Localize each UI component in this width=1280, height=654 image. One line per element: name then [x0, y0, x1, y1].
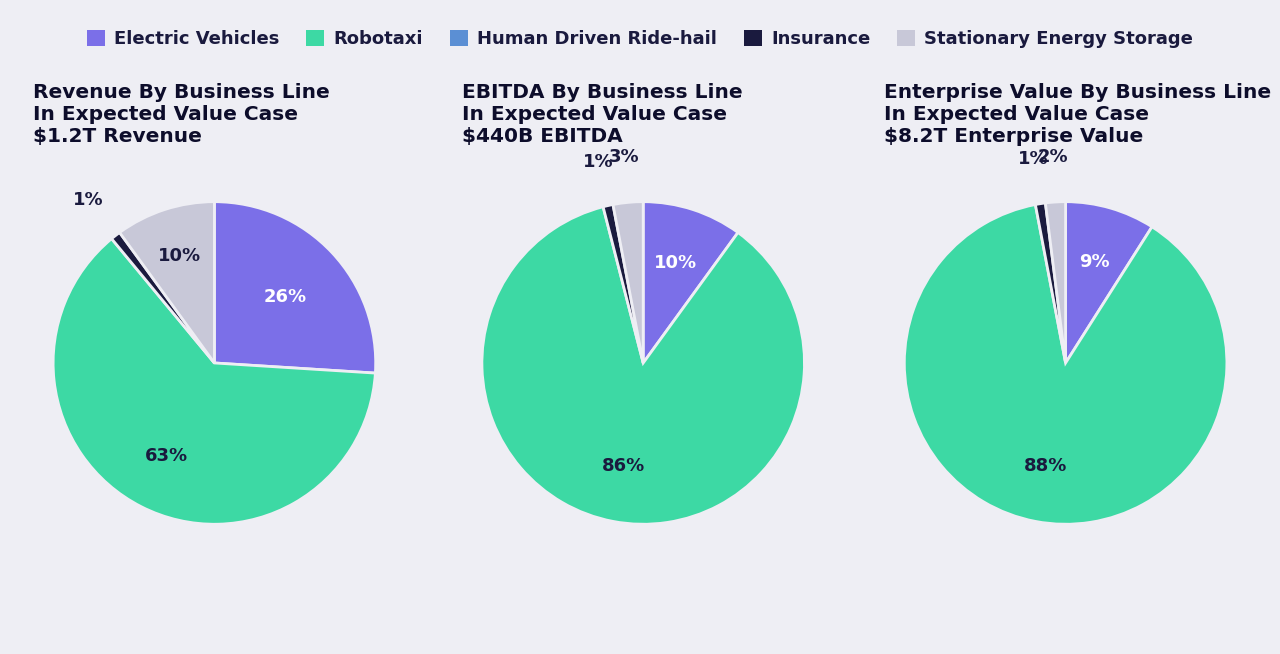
Wedge shape	[111, 232, 215, 363]
Text: 9%: 9%	[1079, 253, 1110, 271]
Text: Revenue By Business Line
In Expected Value Case
$1.2T Revenue: Revenue By Business Line In Expected Val…	[33, 83, 330, 146]
Text: 26%: 26%	[264, 288, 306, 305]
Wedge shape	[119, 201, 215, 363]
Text: EBITDA By Business Line
In Expected Value Case
$440B EBITDA: EBITDA By Business Line In Expected Valu…	[462, 83, 742, 146]
Text: 10%: 10%	[654, 254, 698, 272]
Text: Enterprise Value By Business Line
In Expected Value Case
$8.2T Enterprise Value: Enterprise Value By Business Line In Exp…	[884, 83, 1271, 146]
Wedge shape	[603, 205, 643, 363]
Wedge shape	[1065, 201, 1152, 363]
Wedge shape	[54, 239, 375, 525]
Text: 1%: 1%	[73, 191, 104, 209]
Text: 2%: 2%	[1037, 148, 1068, 166]
Text: 1%: 1%	[1018, 150, 1048, 168]
Text: 3%: 3%	[608, 148, 639, 167]
Text: 63%: 63%	[145, 447, 188, 466]
Text: 86%: 86%	[602, 457, 645, 475]
Wedge shape	[643, 201, 739, 363]
Text: 10%: 10%	[157, 247, 201, 265]
Wedge shape	[483, 207, 804, 525]
Text: 1%: 1%	[582, 152, 613, 171]
Legend: Electric Vehicles, Robotaxi, Human Driven Ride-hail, Insurance, Stationary Energ: Electric Vehicles, Robotaxi, Human Drive…	[87, 30, 1193, 48]
Wedge shape	[1046, 201, 1066, 363]
Wedge shape	[613, 201, 644, 363]
Wedge shape	[1036, 203, 1065, 363]
Wedge shape	[214, 201, 375, 373]
Text: 88%: 88%	[1024, 457, 1068, 475]
Wedge shape	[904, 205, 1226, 525]
